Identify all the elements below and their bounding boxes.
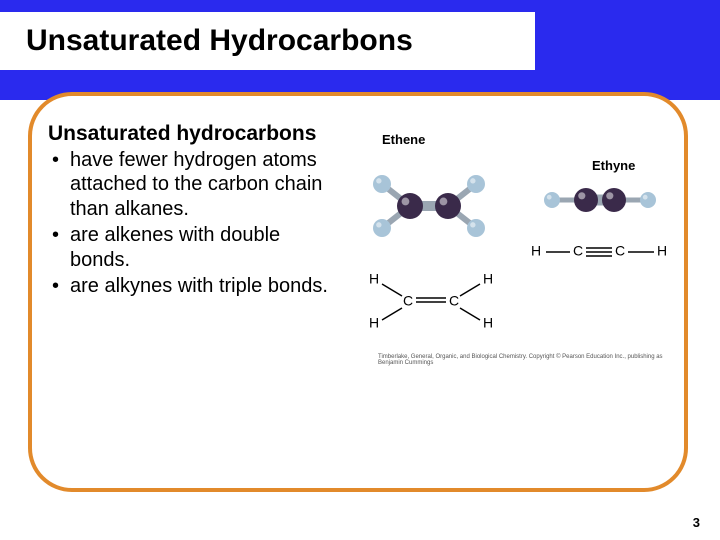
bullet-item: are alkenes with double bonds.	[48, 223, 343, 272]
ethyne-structural-formula: HCCH	[528, 232, 674, 266]
ethene-label: Ethene	[382, 132, 425, 147]
slide-title: Unsaturated Hydrocarbons	[26, 24, 413, 58]
svg-text:H: H	[369, 315, 379, 331]
bullet-item: have fewer hydrogen atoms attached to th…	[48, 148, 343, 221]
svg-text:C: C	[573, 243, 583, 259]
svg-text:C: C	[403, 293, 413, 309]
svg-text:H: H	[483, 271, 493, 287]
page-number: 3	[693, 515, 700, 530]
figure-area: Ethene Ethyne H C C H C C H H H H Timberlake, Ge…	[348, 122, 668, 372]
svg-text:H: H	[369, 271, 379, 287]
header-band: Unsaturated Hydrocarbons	[0, 0, 720, 100]
ethene-3d-model	[348, 148, 508, 258]
text-column: Unsaturated hydrocarbons have fewer hydr…	[48, 122, 343, 298]
bullet-list: have fewer hydrogen atoms attached to th…	[48, 148, 343, 298]
title-bar: Unsaturated Hydrocarbons	[0, 12, 535, 70]
svg-text:C: C	[449, 293, 459, 309]
svg-text:H: H	[531, 243, 541, 259]
svg-text:H: H	[483, 315, 493, 331]
content-frame: Unsaturated hydrocarbons have fewer hydr…	[28, 92, 688, 492]
figure-caption: Timberlake, General, Organic, and Biolog…	[378, 354, 668, 366]
sub-heading: Unsaturated hydrocarbons	[48, 122, 343, 146]
svg-text:H: H	[657, 243, 667, 259]
ethyne-label: Ethyne	[592, 158, 635, 173]
ethyne-3d-model	[534, 180, 668, 220]
ethene-structural-formula: C C H H H H	[360, 266, 506, 338]
bullet-item: are alkynes with triple bonds.	[48, 274, 343, 298]
svg-text:C: C	[615, 243, 625, 259]
